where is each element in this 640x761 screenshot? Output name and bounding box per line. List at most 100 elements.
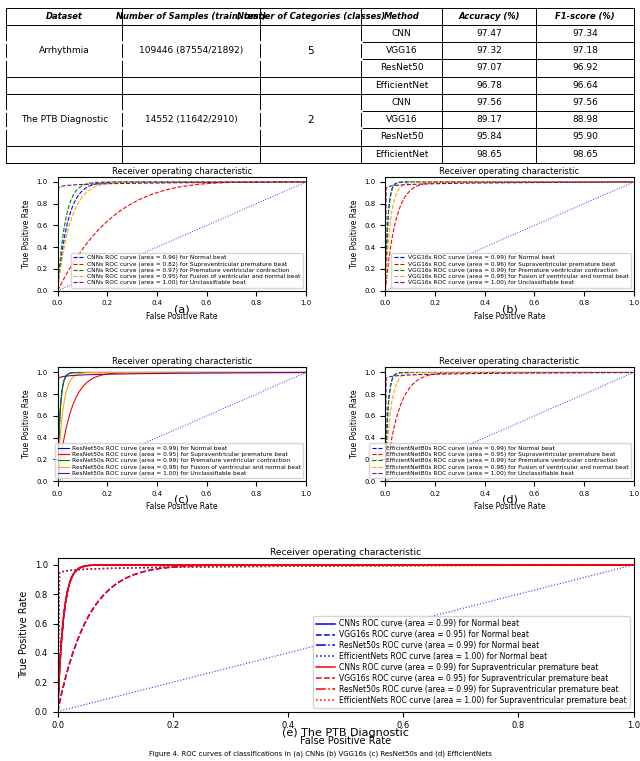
EfficientNets ROC curve (area = 1.00) for Supraventricular premature beat (630, 560, 637, 569)
Line: VGG16s ROC curve (area = 0.95) for Normal beat: VGG16s ROC curve (area = 0.95) for Norma… (58, 565, 634, 712)
ResNet50s ROC curve (area = 0.99) for Normal beat (578, 560, 586, 569)
EfficientNetB0s ROC curve (area = 0.99) for Normal beat (630, 368, 637, 377)
VGG16s ROC curve (area = 0.98) for Fusion of ventricular and normal beat (530, 177, 538, 186)
Text: (c): (c) (174, 495, 189, 505)
CNNs ROC curve (area = 0.99) for Normal beat (56, 666, 63, 675)
Text: 97.07: 97.07 (476, 63, 502, 72)
VGG16s ROC curve (area = 1.00) for Unclassifiable beat (630, 177, 637, 186)
VGG16s ROC curve (area = 0.98) for Fusion of ventricular and normal beat (381, 286, 389, 295)
Line: EfficientNetB0s ROC curve (area = 0.95) for Supraventricular premature beat: EfficientNetB0s ROC curve (area = 0.95) … (385, 372, 634, 481)
EfficientNetB0s ROC curve (area = 0.98) for Fusion of ventricular and normal beat (529, 368, 537, 377)
Line: EfficientNetB0s ROC curve (area = 0.98) for Fusion of ventricular and normal beat: EfficientNetB0s ROC curve (area = 0.98) … (385, 372, 634, 481)
Text: Method: Method (383, 11, 419, 21)
CNNs ROC curve (area = 0.99) for Normal beat (237, 560, 244, 569)
ResNet50s ROC curve (area = 1.00) for Unclassifiable beat (279, 368, 287, 377)
Line: CNNs ROC curve (area = 0.96) for Normal beat: CNNs ROC curve (area = 0.96) for Normal … (58, 182, 306, 291)
CNNs ROC curve (area = 0.82) for Supraventricular premature beat (279, 177, 287, 186)
X-axis label: False Positive Rate: False Positive Rate (146, 502, 218, 511)
VGG16s ROC curve (area = 0.99) for Premature ventricular contraction (530, 177, 538, 186)
ResNet50s ROC curve (area = 0.99) for Normal beat (202, 368, 210, 377)
ResNet50s ROC curve (area = 0.99) for Supraventricular premature beat (397, 560, 404, 569)
EfficientNetB0s ROC curve (area = 0.98) for Fusion of ventricular and normal beat (630, 368, 637, 377)
EfficientNetB0s ROC curve (area = 0.95) for Supraventricular premature beat (382, 470, 390, 479)
EfficientNetB0s ROC curve (area = 0.98) for Fusion of ventricular and normal beat (515, 368, 522, 377)
ResNet50s ROC curve (area = 0.99) for Normal beat (54, 476, 61, 486)
Text: Arrhythmia: Arrhythmia (39, 46, 90, 56)
Text: 88.98: 88.98 (572, 115, 598, 124)
EfficientNetB0s ROC curve (area = 0.99) for Normal beat (534, 368, 542, 377)
VGG16s ROC curve (area = 0.98) for Fusion of ventricular and normal beat (529, 177, 537, 186)
VGG16s ROC curve (area = 0.99) for Premature ventricular contraction (382, 256, 390, 265)
EfficientNetB0s ROC curve (area = 0.99) for Normal beat (530, 368, 538, 377)
EfficientNets ROC curve (area = 1.00) for Supraventricular premature beat (54, 707, 61, 716)
VGG16s ROC curve (area = 0.95) for Normal beat (540, 560, 547, 569)
ResNet50s ROC curve (area = 0.98) for Fusion of ventricular and normal beat (54, 476, 61, 486)
CNNs ROC curve (area = 0.99) for Supraventricular premature beat (397, 560, 404, 569)
VGG16s ROC curve (area = 0.96) for Supraventricular premature beat (533, 177, 541, 186)
Legend: EfficientNetB0s ROC curve (area = 0.99) for Normal beat, EfficientNetB0s ROC cur: EfficientNetB0s ROC curve (area = 0.99) … (369, 444, 630, 478)
ResNet50s ROC curve (area = 0.99) for Normal beat (56, 666, 63, 675)
EfficientNetB0s ROC curve (area = 1.00) for Unclassifiable beat (533, 368, 541, 377)
Line: ResNet50s ROC curve (area = 0.99) for Normal beat: ResNet50s ROC curve (area = 0.99) for No… (58, 565, 634, 712)
ResNet50s ROC curve (area = 0.99) for Normal beat (630, 560, 637, 569)
EfficientNetB0s ROC curve (area = 0.95) for Supraventricular premature beat (529, 368, 537, 377)
VGG16s ROC curve (area = 1.00) for Unclassifiable beat (607, 177, 614, 186)
Text: Accuracy (%): Accuracy (%) (459, 11, 520, 21)
VGG16s ROC curve (area = 1.00) for Unclassifiable beat (533, 178, 541, 187)
Text: 97.32: 97.32 (476, 46, 502, 56)
CNNs ROC curve (area = 0.99) for Supraventricular premature beat (578, 560, 586, 569)
Title: Receiver operating characteristic: Receiver operating characteristic (440, 357, 580, 366)
EfficientNets ROC curve (area = 1.00) for Normal beat (395, 561, 403, 570)
VGG16s ROC curve (area = 0.96) for Supraventricular premature beat (591, 177, 599, 186)
EfficientNets ROC curve (area = 1.00) for Normal beat (630, 560, 637, 569)
Text: 98.65: 98.65 (476, 150, 502, 159)
EfficientNetB0s ROC curve (area = 1.00) for Unclassifiable beat (381, 476, 389, 486)
Line: EfficientNets ROC curve (area = 1.00) for Supraventricular premature beat: EfficientNets ROC curve (area = 1.00) fo… (58, 565, 634, 712)
ResNet50s ROC curve (area = 0.95) for Supraventricular premature beat (302, 368, 310, 377)
Text: 96.64: 96.64 (572, 81, 598, 90)
CNNs ROC curve (area = 0.96) for Normal beat (205, 177, 213, 186)
VGG16s ROC curve (area = 0.95) for Normal beat (551, 560, 559, 569)
ResNet50s ROC curve (area = 0.99) for Premature ventricular contraction (264, 368, 271, 377)
VGG16s ROC curve (area = 0.98) for Fusion of ventricular and normal beat (515, 177, 522, 186)
CNNs ROC curve (area = 0.96) for Normal beat (201, 177, 209, 186)
CNNs ROC curve (area = 1.00) for Unclassifiable beat (201, 178, 209, 187)
ResNet50s ROC curve (area = 0.99) for Normal beat (207, 368, 214, 377)
VGG16s ROC curve (area = 0.95) for Normal beat (630, 560, 637, 569)
VGG16s ROC curve (area = 0.96) for Supraventricular premature beat (382, 278, 390, 287)
EfficientNets ROC curve (area = 1.00) for Normal beat (406, 561, 414, 570)
VGG16s ROC curve (area = 0.95) for Normal beat (406, 560, 414, 569)
EfficientNetB0s ROC curve (area = 0.98) for Fusion of ventricular and normal beat (381, 476, 389, 486)
EfficientNetB0s ROC curve (area = 0.99) for Normal beat (460, 368, 468, 377)
VGG16s ROC curve (area = 0.99) for Normal beat (529, 177, 537, 186)
ResNet50s ROC curve (area = 0.98) for Fusion of ventricular and normal beat (54, 460, 62, 470)
VGG16s ROC curve (area = 0.95) for Supraventricular premature beat (630, 560, 637, 569)
ResNet50s ROC curve (area = 0.95) for Supraventricular premature beat (54, 470, 62, 479)
Line: VGG16s ROC curve (area = 0.98) for Fusion of ventricular and normal beat: VGG16s ROC curve (area = 0.98) for Fusio… (385, 182, 634, 291)
Y-axis label: True Positive Rate: True Positive Rate (350, 390, 359, 458)
ResNet50s ROC curve (area = 0.99) for Premature ventricular contraction (280, 368, 287, 377)
Line: EfficientNetB0s ROC curve (area = 1.00) for Unclassifiable beat: EfficientNetB0s ROC curve (area = 1.00) … (385, 372, 634, 481)
ResNet50s ROC curve (area = 0.99) for Premature ventricular contraction (132, 368, 140, 377)
CNNs ROC curve (area = 0.82) for Supraventricular premature beat (202, 179, 209, 188)
VGG16s ROC curve (area = 0.95) for Supraventricular premature beat (56, 698, 63, 707)
VGG16s ROC curve (area = 0.99) for Normal beat (381, 286, 389, 295)
Line: CNNs ROC curve (area = 1.00) for Unclassifiable beat: CNNs ROC curve (area = 1.00) for Unclass… (58, 182, 306, 291)
Text: CNN: CNN (392, 98, 412, 107)
ResNet50s ROC curve (area = 0.99) for Supraventricular premature beat (630, 560, 637, 569)
Text: Number of Samples (train, test): Number of Samples (train, test) (116, 11, 267, 21)
Y-axis label: True Positive Rate: True Positive Rate (19, 591, 29, 678)
X-axis label: False Positive Rate: False Positive Rate (474, 502, 545, 511)
ResNet50s ROC curve (area = 0.99) for Normal beat (408, 560, 416, 569)
Text: 97.56: 97.56 (572, 98, 598, 107)
CNNs ROC curve (area = 0.95) for Fusion of ventricular and normal beat (280, 177, 287, 186)
EfficientNetB0s ROC curve (area = 0.99) for Normal beat (607, 368, 615, 377)
Y-axis label: True Positive Rate: True Positive Rate (350, 199, 359, 268)
EfficientNetB0s ROC curve (area = 0.99) for Premature ventricular contraction (529, 368, 537, 377)
ResNet50s ROC curve (area = 0.99) for Supraventricular premature beat (237, 560, 244, 569)
ResNet50s ROC curve (area = 0.99) for Premature ventricular contraction (202, 368, 210, 377)
Text: F1-score (%): F1-score (%) (555, 11, 615, 21)
X-axis label: False Positive Rate: False Positive Rate (146, 312, 218, 321)
ResNet50s ROC curve (area = 0.99) for Premature ventricular contraction (54, 476, 61, 486)
VGG16s ROC curve (area = 0.99) for Premature ventricular contraction (534, 177, 542, 186)
